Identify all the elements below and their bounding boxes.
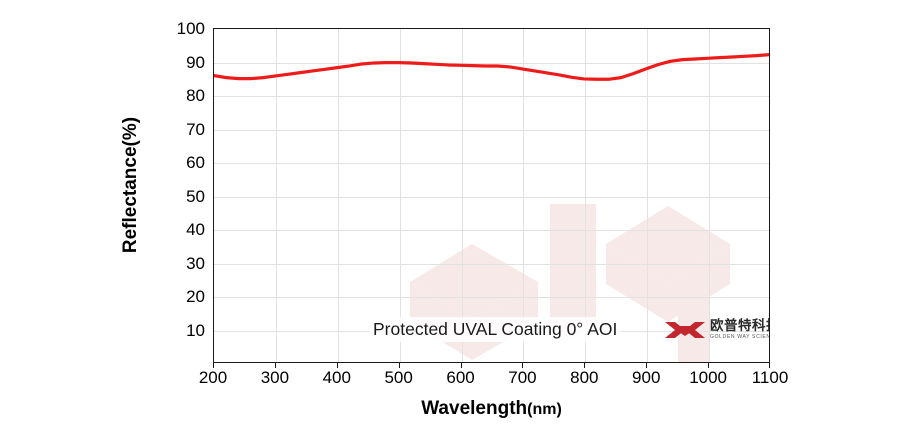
gridline-y-80 (214, 96, 769, 97)
y-tick-30: 30 (186, 253, 205, 273)
gridline-x-700 (523, 29, 525, 362)
gridline-x-500 (399, 29, 401, 362)
y-tick-20: 20 (186, 287, 205, 306)
x-axis-title-main: Wavelength (421, 398, 528, 419)
logo-english-name: GOLDEN WAY SCIENTIFIC (710, 334, 770, 341)
x-axis-title-unit: (nm) (527, 401, 562, 418)
y-tick-100: 100 (176, 19, 205, 38)
x-tickmark-600 (460, 363, 462, 368)
x-tick-200: 200 (198, 368, 228, 387)
gridline-y-70 (214, 129, 769, 131)
y-tick-60: 60 (186, 153, 205, 172)
logo-text-block: 欧普特科技 GOLDEN WAY SCIENTIFIC (710, 317, 770, 341)
x-tickmark-1000 (708, 363, 710, 368)
gridline-y-90 (214, 62, 769, 64)
x-tickmark-200 (213, 363, 214, 368)
gridline-x-1000 (709, 29, 711, 362)
x-tick-900: 900 (632, 368, 661, 387)
plot-area: Protected UVAL Coating 0° AOI 欧普特科技 GOLD… (213, 28, 770, 363)
x-tickmark-500 (398, 363, 400, 368)
gridline-x-400 (337, 29, 339, 362)
gridline-x-900 (647, 29, 649, 362)
x-tickmark-300 (274, 363, 276, 368)
x-axis-tick-labels: 200 300 400 500 600 700 800 900 1000 1100 (199, 368, 788, 391)
x-tickmark-900 (646, 363, 648, 368)
y-axis-title: Reflectance(%) (120, 116, 141, 254)
gridline-x-600 (461, 29, 463, 362)
x-tick-800: 800 (570, 368, 599, 387)
gridline-x-300 (275, 29, 277, 362)
company-logo: 欧普特科技 GOLDEN WAY SCIENTIFIC (665, 314, 770, 346)
x-tick-700: 700 (508, 368, 537, 387)
gridline-y-20 (214, 297, 769, 298)
reflectance-curve (214, 29, 769, 362)
y-tick-90: 90 (186, 52, 205, 72)
x-tick-1000: 1000 (689, 368, 728, 387)
x-tick-500: 500 (384, 368, 413, 387)
gridline-y-30 (214, 263, 769, 265)
y-tick-50: 50 (186, 186, 205, 206)
x-tickmark-700 (522, 363, 524, 368)
x-tick-600: 600 (446, 368, 475, 387)
gridline-y-50 (214, 196, 769, 198)
y-tick-70: 70 (186, 119, 205, 139)
x-tickmark-1100 (769, 363, 770, 368)
gridline-y-40 (214, 230, 769, 231)
reflectance-polyline (214, 55, 769, 80)
x-tickmark-800 (584, 363, 586, 368)
gridline-x-800 (585, 29, 587, 362)
y-tick-80: 80 (186, 86, 205, 105)
golden-way-mark-icon (665, 322, 705, 338)
x-tick-400: 400 (322, 368, 351, 387)
y-tick-10: 10 (186, 320, 205, 340)
x-axis-tick-marks (213, 363, 770, 369)
x-axis-title: Wavelength(nm) (213, 398, 770, 420)
x-tick-300: 300 (260, 368, 290, 387)
coating-annotation: Protected UVAL Coating 0° AOI (369, 317, 622, 342)
y-tick-40: 40 (186, 220, 205, 239)
y-axis-tick-labels: 10 20 30 40 50 60 70 80 90 100 (155, 20, 205, 363)
x-tickmark-400 (336, 363, 338, 368)
x-tick-1100: 1100 (751, 368, 789, 387)
logo-chinese-name: 欧普特科技 (710, 317, 769, 334)
gridline-y-60 (214, 163, 769, 164)
